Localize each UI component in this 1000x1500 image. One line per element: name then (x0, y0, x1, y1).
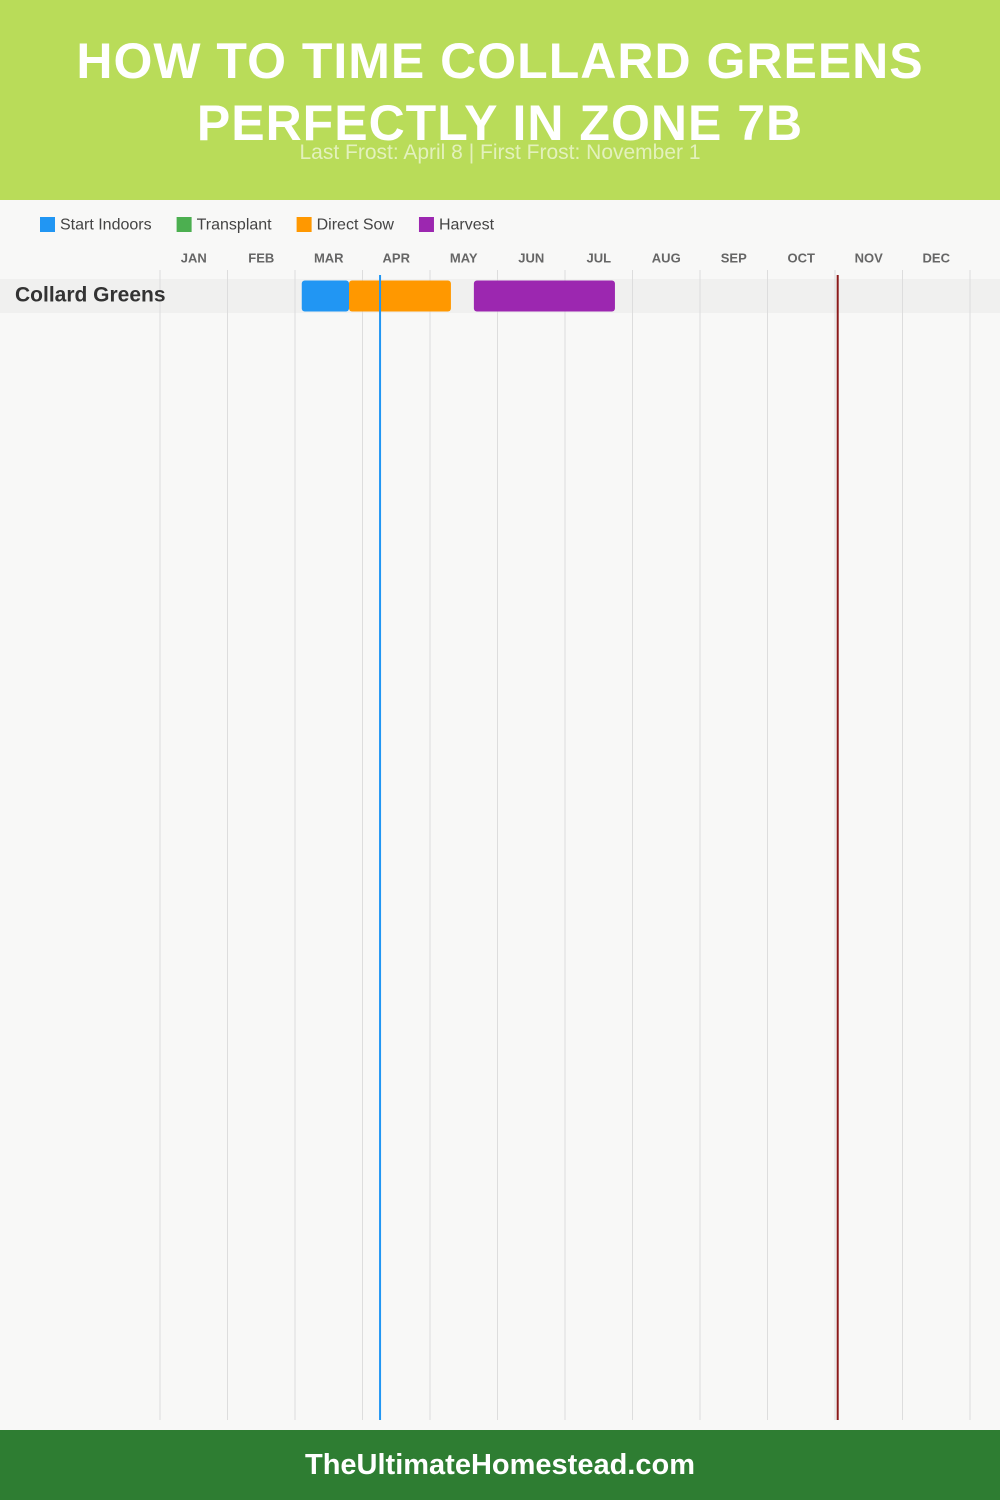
x-tick-label: NOV (855, 250, 884, 265)
x-tick-label: JUL (586, 250, 611, 265)
x-tick-label: AUG (652, 250, 681, 265)
footer: TheUltimateHomestead.com (0, 1430, 1000, 1500)
x-tick-label: APR (383, 250, 411, 265)
legend-swatch (418, 217, 434, 232)
x-tick-label: SEP (721, 250, 747, 265)
bar (301, 280, 349, 312)
x-tick-label: MAR (314, 250, 344, 265)
chart-title: HOW TO TIME COLLARD GREENS PERFECTLY IN … (76, 33, 924, 151)
row-label: Collard Greens (15, 284, 166, 307)
chart-subtitle: Last Frost: April 8 | First Frost: Novem… (299, 141, 701, 164)
legend-swatch (40, 217, 55, 232)
legend-label: Direct Sow (317, 217, 395, 234)
x-tick-label: DEC (923, 250, 951, 265)
legend-label: Transplant (197, 217, 273, 234)
x-tick-label: MAY (450, 250, 478, 265)
bar (473, 280, 615, 312)
legend-swatch (296, 217, 312, 232)
legend-label: Harvest (439, 217, 495, 234)
x-tick-label: JUN (518, 250, 544, 265)
x-tick-label: OCT (788, 250, 816, 265)
legend-swatch (176, 217, 192, 232)
header: HOW TO TIME COLLARD GREENS PERFECTLY IN … (0, 0, 1000, 200)
chart: JAN FEB MAR APR MAY JUN JUL AUG SEP OCT NOV DEC Star… (0, 217, 1000, 1420)
bar (349, 280, 451, 312)
legend-label: Start Indoors (60, 217, 152, 234)
x-tick-label: JAN (181, 250, 207, 265)
x-tick-label: FEB (248, 250, 274, 265)
